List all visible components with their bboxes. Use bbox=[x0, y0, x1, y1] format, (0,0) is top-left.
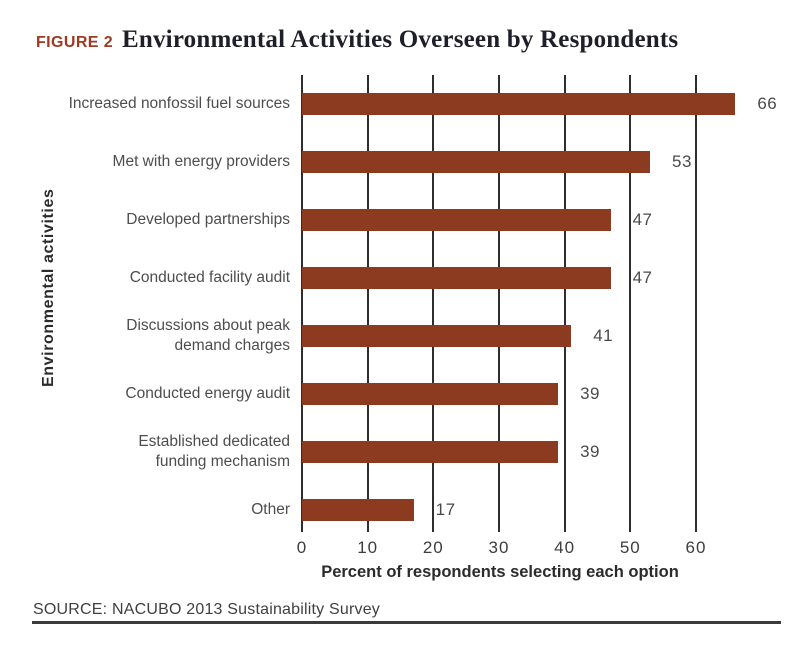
value-label: 41 bbox=[593, 326, 614, 345]
value-label: 17 bbox=[435, 500, 456, 519]
bar-track: 66 bbox=[302, 75, 790, 133]
bottom-rule bbox=[32, 621, 781, 624]
value-label: 47 bbox=[632, 268, 653, 287]
chart-row: Discussions about peak demand charges 41 bbox=[0, 307, 790, 365]
gridline bbox=[629, 75, 632, 532]
bar bbox=[302, 499, 414, 521]
category-label: Discussions about peak demand charges bbox=[126, 316, 290, 354]
x-tick-label: 30 bbox=[488, 538, 510, 557]
value-label: 39 bbox=[580, 384, 600, 403]
x-tick-label: 40 bbox=[554, 538, 576, 557]
bar-track: 47 bbox=[302, 191, 790, 249]
bar-track: 53 bbox=[302, 133, 790, 191]
value-label: 47 bbox=[632, 210, 653, 229]
chart-row: Met with energy providers 53 bbox=[0, 133, 790, 191]
bar bbox=[302, 209, 611, 231]
gridline bbox=[366, 75, 369, 532]
value-label: 53 bbox=[671, 152, 692, 171]
figure-header: FIGURE 2 Environmental Activities Overse… bbox=[36, 26, 678, 54]
x-axis-title: Percent of respondents selecting each op… bbox=[321, 563, 679, 581]
bar-track: 41 bbox=[302, 307, 790, 365]
gridline bbox=[301, 75, 303, 532]
x-axis-ticks: 0 10 20 30 40 50 60 bbox=[297, 538, 706, 558]
category-label: Met with energy providers bbox=[112, 152, 290, 170]
gridline bbox=[432, 75, 435, 532]
gridline bbox=[694, 75, 697, 532]
chart-gridlines bbox=[301, 75, 698, 532]
bar-track: 17 bbox=[302, 481, 790, 539]
category-label: Increased nonfossil fuel sources bbox=[68, 94, 290, 112]
bar bbox=[302, 93, 736, 115]
figure-title: Environmental Activities Overseen by Res… bbox=[122, 26, 679, 53]
x-tick-label: 0 bbox=[296, 538, 308, 557]
bar bbox=[302, 441, 559, 463]
bar-track: 39 bbox=[302, 423, 790, 481]
category-label: Conducted energy audit bbox=[125, 384, 290, 402]
bar bbox=[302, 151, 650, 173]
category-label: Conducted facility audit bbox=[129, 268, 290, 286]
chart-row: Increased nonfossil fuel sources 66 bbox=[0, 75, 790, 133]
gridline bbox=[563, 75, 566, 532]
gridline bbox=[497, 75, 500, 532]
chart-rows: Increased nonfossil fuel sources 66 Met wi… bbox=[0, 75, 790, 539]
category-label: Other bbox=[251, 500, 290, 518]
x-tick-label: 60 bbox=[685, 538, 707, 557]
chart-row: Conducted energy audit 39 bbox=[0, 365, 790, 423]
chart-row: Other 17 bbox=[0, 481, 790, 539]
chart-row: Developed partnerships 47 bbox=[0, 191, 790, 249]
x-tick-label: 10 bbox=[357, 538, 379, 557]
figure-number-label: FIGURE 2 bbox=[36, 34, 113, 51]
bar bbox=[302, 325, 572, 347]
bar bbox=[302, 383, 559, 405]
bar-track: 39 bbox=[302, 365, 790, 423]
chart-row: Established dedicated funding mechanism 3… bbox=[0, 423, 790, 481]
value-label: 39 bbox=[580, 442, 600, 461]
category-label: Developed partnerships bbox=[126, 210, 290, 228]
source-note: SOURCE: NACUBO 2013 Sustainability Surve… bbox=[33, 601, 380, 618]
category-label: Established dedicated funding mechanism bbox=[138, 432, 290, 470]
x-tick-label: 50 bbox=[619, 538, 641, 557]
chart-row: Conducted facility audit 47 bbox=[0, 249, 790, 307]
bar-track: 47 bbox=[302, 249, 790, 307]
value-label: 66 bbox=[757, 94, 778, 113]
x-tick-label: 20 bbox=[422, 538, 444, 557]
bar bbox=[302, 267, 611, 289]
